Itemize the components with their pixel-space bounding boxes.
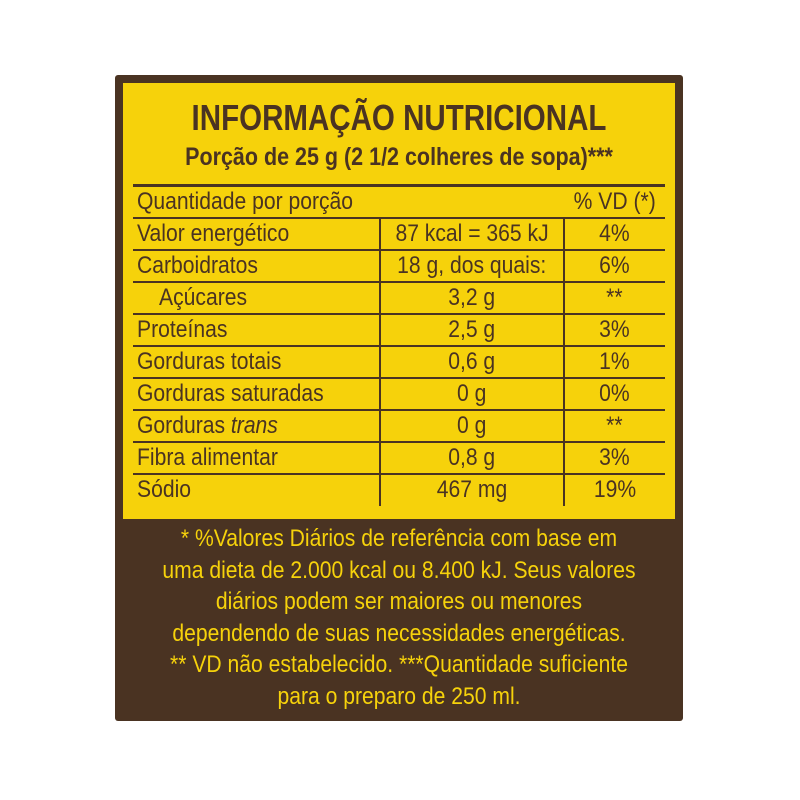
- nutrient-vd: 0%: [563, 378, 665, 411]
- nutrition-table: Quantidade por porção % VD (*) Valor ene…: [133, 184, 665, 506]
- table-row: Gorduras trans 0 g **: [133, 410, 665, 443]
- nutrient-name: Gorduras trans: [133, 410, 380, 443]
- nutrient-vd: 6%: [563, 250, 665, 283]
- nutrient-amount: 18 g, dos quais:: [378, 250, 565, 283]
- footnote-line: para o preparo de 250 ml.: [277, 682, 521, 710]
- nutrient-amount: 87 kcal = 365 kJ: [378, 218, 565, 251]
- nutrient-name: Carboidratos: [133, 250, 380, 283]
- footnote-line: diários podem ser maiores ou menores: [215, 588, 583, 615]
- label-title: INFORMAÇÃO NUTRICIONAL: [191, 97, 607, 138]
- nutrient-amount: 0 g: [378, 378, 565, 411]
- table-row: Sódio 467 mg 19%: [133, 474, 665, 506]
- nutrient-amount: 3,2 g: [378, 282, 565, 315]
- serving-size: Porção de 25 g (2 1/2 colheres de sopa)*…: [185, 143, 613, 171]
- nutrient-vd: 1%: [563, 346, 665, 379]
- footnote-line: dependendo de suas necessidades energéti…: [172, 619, 626, 647]
- nutrient-name: Gorduras saturadas: [133, 378, 380, 411]
- nutrient-amount: 0,8 g: [378, 442, 565, 475]
- footnote-line: uma dieta de 2.000 kcal ou 8.400 kJ. Seu…: [162, 556, 636, 584]
- vd-header: % VD (*): [563, 184, 665, 219]
- nutrient-name: Açúcares: [133, 282, 380, 315]
- nutrient-amount: 0 g: [378, 410, 565, 443]
- table-row: Valor energético 87 kcal = 365 kJ 4%: [133, 218, 665, 251]
- quantity-header: Quantidade por porção: [133, 184, 564, 219]
- footnote-line: ** VD não estabelecido. ***Quantidade su…: [170, 651, 628, 678]
- nutrient-vd: 4%: [563, 218, 665, 251]
- table-header-row: Quantidade por porção % VD (*): [133, 184, 665, 219]
- table-row: Açúcares 3,2 g **: [133, 282, 665, 315]
- nutrient-vd: 3%: [563, 314, 665, 347]
- nutrient-vd: **: [563, 282, 665, 315]
- nutrient-name: Proteínas: [133, 314, 380, 347]
- table-row: Proteínas 2,5 g 3%: [133, 314, 665, 347]
- footnote: * %Valores Diários de referência com bas…: [123, 523, 675, 712]
- nutrition-facts-label: INFORMAÇÃO NUTRICIONAL Porção de 25 g (2…: [115, 75, 683, 721]
- nutrient-name: Gorduras totais: [133, 346, 380, 379]
- nutrition-panel: INFORMAÇÃO NUTRICIONAL Porção de 25 g (2…: [123, 83, 675, 519]
- nutrient-vd: **: [563, 410, 665, 443]
- table-row: Fibra alimentar 0,8 g 3%: [133, 442, 665, 475]
- footnote-line: * %Valores Diários de referência com bas…: [180, 525, 618, 552]
- nutrient-name: Valor energético: [133, 218, 380, 251]
- table-row: Gorduras saturadas 0 g 0%: [133, 378, 665, 411]
- nutrient-vd: 3%: [563, 442, 665, 475]
- nutrient-vd: 19%: [593, 476, 636, 504]
- table-row: Carboidratos 18 g, dos quais: 6%: [133, 250, 665, 283]
- nutrient-amount: 467 mg: [378, 474, 565, 506]
- nutrient-amount: 0,6 g: [378, 346, 565, 379]
- nutrient-amount: 2,5 g: [378, 314, 565, 347]
- nutrient-name: Sódio: [137, 476, 192, 504]
- nutrient-name: Fibra alimentar: [133, 442, 380, 475]
- table-row: Gorduras totais 0,6 g 1%: [133, 346, 665, 379]
